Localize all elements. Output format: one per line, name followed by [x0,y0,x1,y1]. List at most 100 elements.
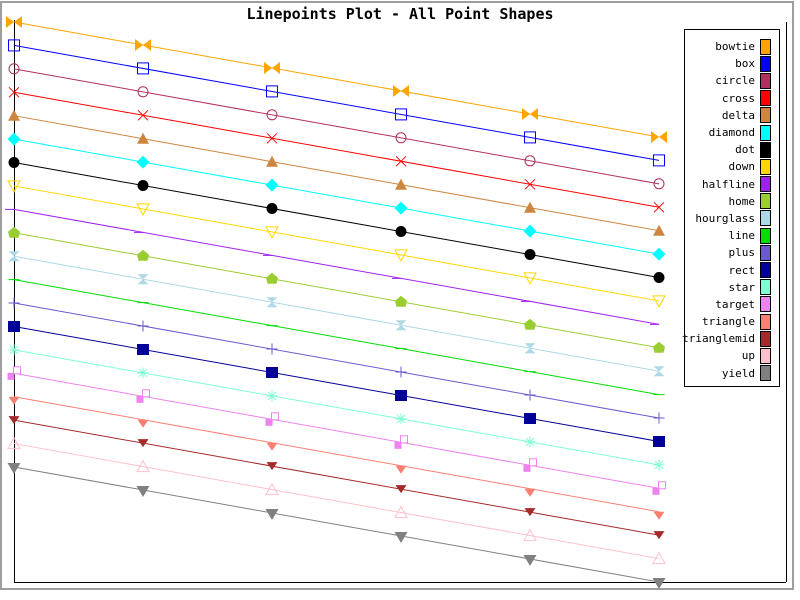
marker-delta-icon [524,201,536,213]
marker-rect-icon [653,436,665,447]
marker-plus-icon [137,320,149,332]
marker-bowtie-icon [393,85,409,97]
series-line-diamond [13,138,660,255]
marker-target-icon [652,481,666,495]
series-line-yield [13,466,660,583]
legend-swatch [760,279,771,296]
marker-rect-icon [395,390,407,401]
marker-rect-icon [266,367,278,378]
series-line-up [13,443,660,560]
series-line-star [13,349,660,466]
marker-down-icon [652,295,666,308]
marker-up-icon [136,459,150,473]
legend-item-plus: plus [685,244,779,261]
series-line-halfline [13,208,660,325]
marker-box-icon [8,39,20,52]
marker-yield-icon [652,578,666,589]
marker-trianglemid-icon [524,508,536,517]
series-line-cross [13,91,660,208]
legend-swatch [760,227,771,244]
marker-circle-icon [653,178,665,190]
series-cross [8,86,665,213]
legend-label: home [728,194,756,208]
series-box [8,39,665,167]
marker-hourglass-icon [266,297,278,308]
series-line-line [13,279,660,396]
marker-diamond-icon [652,247,666,261]
marker-hourglass-icon [395,320,407,331]
series-line-box [13,44,660,161]
marker-yield-icon [265,509,279,520]
series-line-down [13,185,660,302]
legend-label: bowtie [715,40,755,54]
series-up [7,436,666,565]
series-triangle [8,396,665,520]
marker-cross-icon [266,132,278,144]
marker-trianglemid-icon [395,485,407,494]
marker-star-icon [8,344,20,356]
legend-swatch [760,330,771,347]
marker-dot-icon [395,226,407,237]
marker-rect-icon [137,344,149,355]
series-star [8,344,665,471]
legend-swatch [760,347,771,364]
legend-swatch [760,210,771,227]
marker-rect-icon [8,321,20,332]
marker-delta-icon [266,155,278,167]
series-circle [8,63,665,190]
series-line [8,279,665,396]
marker-triangle-icon [266,442,278,451]
legend-swatch [760,38,771,55]
marker-down-icon [7,180,21,193]
marker-box-icon [524,131,536,144]
legend-item-dot: dot [685,141,779,158]
marker-up-icon [394,505,408,519]
series-hourglass [8,251,665,377]
legend-item-home: home [685,193,779,210]
marker-home-icon [137,249,149,261]
legend-swatch [760,296,771,313]
series-delta [8,109,665,236]
series-halfline [5,208,660,325]
marker-circle-icon [8,63,20,75]
marker-delta-icon [395,178,407,190]
marker-up-icon [7,436,21,450]
legend-item-line: line [685,227,779,244]
marker-trianglemid-icon [8,416,20,425]
marker-cross-icon [395,155,407,167]
marker-up-icon [652,551,666,565]
marker-circle-icon [524,155,536,167]
legend-item-diamond: diamond [685,124,779,141]
marker-plus-icon [266,343,278,355]
marker-trianglemid-icon [266,462,278,471]
marker-bowtie-icon [6,16,22,28]
marker-star-icon [395,413,407,425]
series-diamond [7,132,666,261]
marker-diamond-icon [136,155,150,169]
legend-swatch [760,365,771,382]
legend-label: cross [721,91,755,105]
marker-target-icon [136,389,150,403]
marker-hourglass-icon [524,343,536,354]
marker-delta-icon [653,224,665,236]
series-line-bowtie [13,21,660,138]
legend-swatch [760,124,771,141]
legend-label: plus [728,246,756,260]
marker-home-icon [8,226,20,238]
legend-label: diamond [708,126,755,140]
marker-bowtie-icon [264,62,280,74]
marker-home-icon [524,318,536,330]
legend-swatch [760,72,771,89]
legend-label: down [728,160,756,174]
legend-swatch [760,244,771,261]
marker-circle-icon [395,132,407,144]
marker-star-icon [653,459,665,471]
legend-item-cross: cross [685,90,779,107]
marker-cross-icon [137,109,149,121]
series-yield [7,463,666,589]
series-line-delta [13,115,660,232]
marker-down-icon [265,226,279,239]
legend-swatch [760,176,771,193]
legend-item-box: box [685,55,779,72]
